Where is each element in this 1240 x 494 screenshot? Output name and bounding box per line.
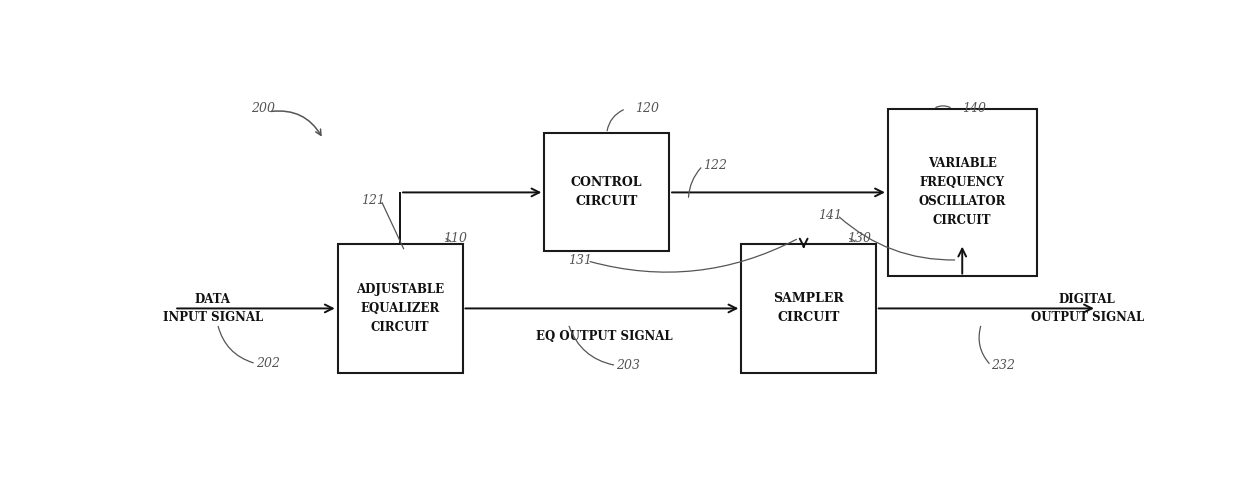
Bar <box>742 244 875 373</box>
Text: 203: 203 <box>616 359 640 372</box>
Bar <box>888 109 1037 276</box>
Text: 120: 120 <box>635 102 660 115</box>
Text: 141: 141 <box>818 209 842 222</box>
Bar <box>544 133 670 251</box>
Text: DATA
INPUT SIGNAL: DATA INPUT SIGNAL <box>162 293 263 324</box>
Bar <box>337 244 463 373</box>
Text: 131: 131 <box>568 254 593 267</box>
Text: CONTROL
CIRCUIT: CONTROL CIRCUIT <box>570 176 642 208</box>
Text: 232: 232 <box>991 359 1016 372</box>
Text: DIGITAL
OUTPUT SIGNAL: DIGITAL OUTPUT SIGNAL <box>1030 293 1143 324</box>
Text: 202: 202 <box>255 357 280 370</box>
Text: 122: 122 <box>703 159 727 172</box>
Text: EQ OUTPUT SIGNAL: EQ OUTPUT SIGNAL <box>537 330 673 343</box>
Text: 110: 110 <box>444 232 467 245</box>
Text: ADJUSTABLE
EQUALIZER
CIRCUIT: ADJUSTABLE EQUALIZER CIRCUIT <box>356 283 444 334</box>
Text: VARIABLE
FREQUENCY
OSCILLATOR
CIRCUIT: VARIABLE FREQUENCY OSCILLATOR CIRCUIT <box>919 158 1006 227</box>
Text: SAMPLER
CIRCUIT: SAMPLER CIRCUIT <box>773 292 844 325</box>
Text: 200: 200 <box>250 102 275 115</box>
Text: 121: 121 <box>362 194 386 206</box>
Text: 130: 130 <box>847 232 870 245</box>
Text: 140: 140 <box>962 102 986 115</box>
